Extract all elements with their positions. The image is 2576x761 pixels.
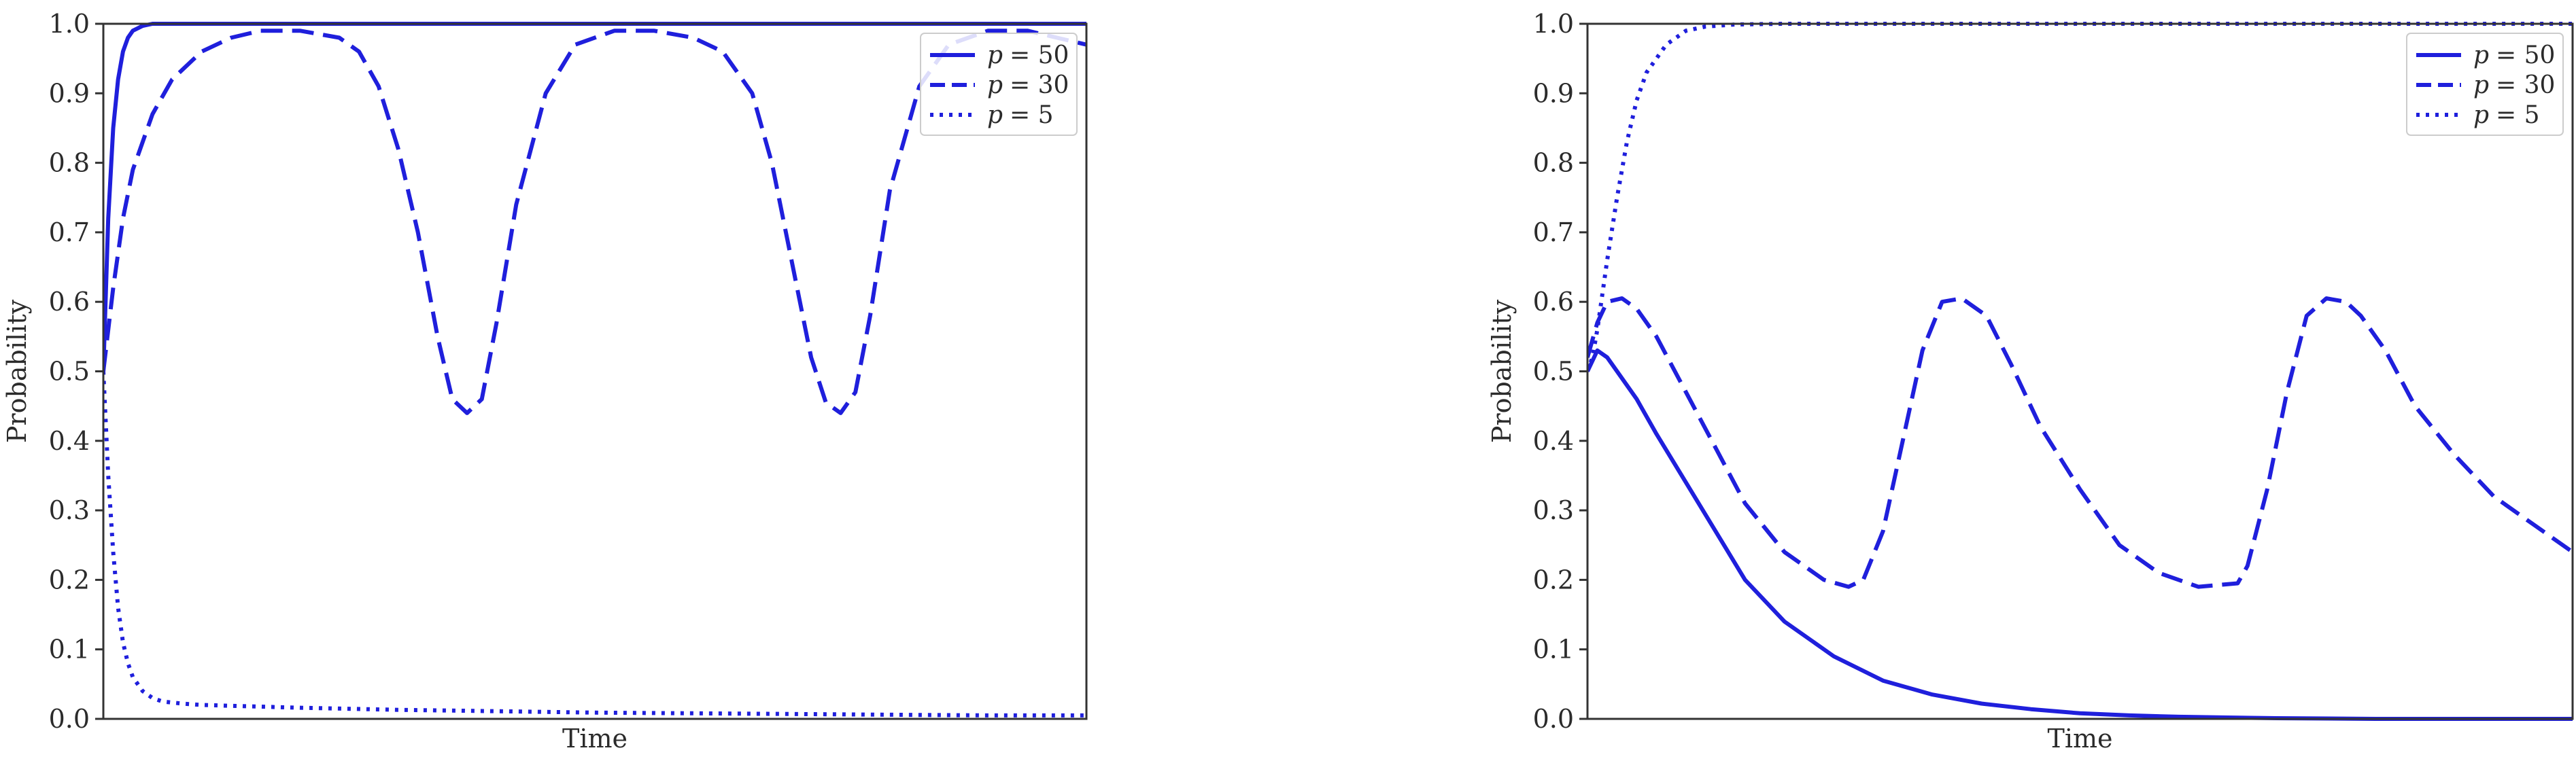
y-tick-label: 0.6 [49, 287, 90, 317]
y-tick-label: 0.1 [49, 635, 90, 665]
series-line-2 [1587, 296, 2573, 589]
series-line-3 [103, 371, 1086, 718]
legend-value: = 30 [2496, 71, 2555, 99]
x-axis-label: Time [2047, 724, 2112, 754]
legend-value: = 5 [2496, 101, 2540, 129]
y-tick-label: 0.5 [1533, 357, 1574, 387]
y-tick-label: 0.3 [1533, 495, 1574, 525]
y-tick-label: 0.7 [1533, 217, 1574, 247]
legend: p = 50p = 30p = 5 [920, 33, 1078, 136]
y-tick-label: 0.2 [1533, 565, 1574, 595]
y-tick-label: 0.0 [1533, 704, 1574, 734]
y-tick-label: 1.0 [49, 9, 90, 39]
legend-label-2: p = 30 [2473, 71, 2555, 99]
legend-var: p [2473, 101, 2489, 129]
chart-panel-2: 0.0 0.1 0.2 0.3 0.4 0.5 0.6 0.7 0.8 0.9 1.0 Time Pro… [1487, 9, 2574, 754]
legend-var: p [987, 71, 1003, 99]
legend-value: = 30 [1010, 71, 1069, 99]
x-axis-label: Time [562, 724, 628, 754]
legend-value: = 50 [1010, 41, 1069, 69]
series-group [1587, 22, 2573, 721]
legend-label-2: p = 30 [987, 71, 1069, 99]
y-tick-label: 0.7 [49, 217, 90, 247]
y-tick-label: 0.3 [49, 495, 90, 525]
legend-var: p [987, 101, 1003, 129]
y-tick-label: 0.4 [1533, 426, 1574, 456]
y-tick-label: 0.8 [49, 148, 90, 178]
y-tick-label: 0.6 [1533, 287, 1574, 317]
legend-box [2406, 33, 2564, 136]
legend-label-1: p = 50 [987, 41, 1069, 69]
y-tick-label: 0.2 [49, 565, 90, 595]
legend-label-3: p = 5 [2473, 101, 2540, 129]
legend-value: = 50 [2496, 41, 2555, 69]
series-line-1 [1587, 348, 2573, 721]
y-tick-label: 0.4 [49, 426, 90, 456]
y-tick-label: 0.1 [1533, 635, 1574, 665]
legend-var: p [2473, 41, 2489, 69]
legend-var: p [2473, 71, 2489, 99]
series-line-2 [103, 29, 1086, 415]
legend-label-1: p = 50 [2473, 41, 2555, 69]
y-tick-label: 0.8 [1533, 148, 1574, 178]
legend: p = 50p = 30p = 5 [2406, 33, 2564, 136]
y-tick-label: 1.0 [1533, 9, 1574, 39]
y-axis-label: Probability [1487, 299, 1517, 443]
y-tick-label: 0.5 [49, 357, 90, 387]
y-tick-label: 0.9 [1533, 78, 1574, 108]
legend-var: p [987, 41, 1003, 69]
y-tick-label: 0.0 [49, 704, 90, 734]
legend-label-3: p = 5 [987, 101, 1054, 129]
chart-panel-1: 0.0 0.1 0.2 0.3 0.4 0.5 0.6 0.7 0.8 0.9 1.0 Time Pro… [2, 9, 1088, 754]
legend-box [920, 33, 1078, 136]
y-tick-label: 0.9 [49, 78, 90, 108]
legend-value: = 5 [1010, 101, 1054, 129]
y-axis-label: Probability [2, 299, 32, 443]
